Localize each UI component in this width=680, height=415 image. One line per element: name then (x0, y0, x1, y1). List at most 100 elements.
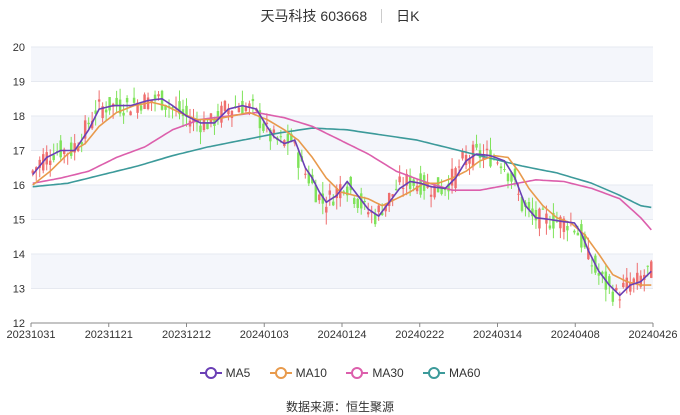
x-tick-label: 20240103 (240, 329, 289, 341)
candle-body (216, 111, 220, 121)
stock-name: 天马科技 603668 (260, 8, 368, 24)
legend-label-ma60: MA60 (449, 366, 481, 380)
candle-body (636, 272, 639, 285)
candle-body (597, 273, 601, 276)
candle-body (405, 173, 408, 186)
candle-body (436, 177, 440, 193)
x-tick-label: 20231121 (85, 329, 133, 341)
candle-body (178, 101, 181, 115)
candle-body (115, 97, 118, 107)
chart-legend: MA5 MA10 MA30 MA60 (0, 366, 680, 380)
candle-body (356, 198, 359, 208)
y-tick-label: 17 (13, 146, 25, 158)
candle-body (510, 172, 513, 182)
candle-body (307, 172, 311, 184)
candle-body (136, 102, 139, 113)
plot-grid (31, 46, 653, 324)
candle-body (31, 170, 34, 174)
candle-body (104, 109, 108, 113)
y-tick-label: 20 (13, 42, 25, 54)
candle-body (443, 188, 447, 191)
candle-body (332, 201, 335, 206)
y-tick-label: 16 (13, 180, 25, 192)
legend-item-ma10[interactable]: MA10 (269, 366, 327, 380)
ma-line-ma30 (32, 111, 652, 231)
candle-body (499, 166, 503, 169)
legend-item-ma30[interactable]: MA30 (346, 366, 404, 380)
candle-body (527, 202, 531, 210)
candle-body (153, 94, 157, 101)
candle-body (230, 110, 234, 119)
legend-item-ma60[interactable]: MA60 (423, 366, 480, 380)
ma-line-ma60 (32, 127, 652, 209)
candle-body (611, 291, 615, 302)
x-tick-label: 20231031 (7, 329, 56, 341)
candle-body (199, 125, 202, 133)
ma-line-ma5 (32, 98, 652, 297)
chart-title: 天马科技 603668 日K (0, 6, 680, 26)
candle-body (363, 200, 366, 202)
candle-body (646, 265, 649, 267)
candle-body (52, 155, 55, 161)
candle-body (548, 225, 552, 229)
candle-body (318, 194, 321, 201)
period-label: 日K (396, 8, 420, 24)
candle-body (195, 122, 199, 124)
candle-body (73, 143, 76, 153)
x-tick-label: 20240408 (551, 329, 600, 341)
candle-body (394, 188, 398, 190)
candle-body (272, 129, 276, 135)
candle-body (531, 208, 534, 217)
candle-body (38, 159, 41, 168)
candle-body (244, 106, 248, 112)
grid-band (31, 254, 653, 289)
candle-body (503, 169, 506, 171)
candle-body (69, 142, 73, 156)
candle-body (450, 168, 454, 186)
y-axis: 12 13 14 15 16 17 18 19 20 (13, 42, 25, 330)
candle-body (349, 176, 352, 191)
candle-body (461, 151, 464, 159)
title-divider (381, 9, 383, 23)
candle-body (342, 191, 345, 193)
candle-body (251, 98, 255, 102)
candle-body (122, 112, 125, 116)
candle-body (160, 90, 164, 110)
candle-body (118, 99, 122, 114)
candle-body (223, 100, 227, 112)
candle-body (506, 173, 510, 182)
candle-body (83, 120, 87, 139)
legend-swatch-ma10 (269, 367, 292, 379)
candle-body (346, 186, 349, 196)
candle-body (496, 162, 499, 164)
candle-body (171, 107, 174, 109)
y-tick-label: 18 (13, 111, 25, 123)
candle-body (220, 105, 223, 123)
candle-body (87, 122, 90, 125)
candle-body (377, 205, 380, 213)
candle-body (391, 194, 394, 197)
legend-item-ma5[interactable]: MA5 (199, 366, 250, 380)
candle-body (580, 224, 583, 248)
candle-body (265, 122, 269, 124)
legend-swatch-ma60 (423, 367, 446, 379)
y-tick-label: 19 (13, 77, 25, 89)
candle-body (353, 198, 356, 205)
candle-body (650, 261, 653, 278)
candle-body (237, 107, 241, 113)
candle-body (562, 218, 566, 232)
candle-body (48, 160, 52, 165)
candle-body (485, 148, 489, 151)
candle-body (601, 271, 604, 275)
candle-body (401, 187, 405, 189)
candle-body (587, 247, 590, 260)
grid-band (31, 47, 653, 82)
legend-label-ma30: MA30 (372, 366, 404, 380)
candle-body (520, 196, 524, 211)
candle-body (290, 133, 293, 142)
ma-lines (32, 98, 652, 297)
candle-body (335, 188, 338, 199)
x-tick-label: 20240314 (473, 329, 522, 341)
candle-body (108, 97, 111, 111)
